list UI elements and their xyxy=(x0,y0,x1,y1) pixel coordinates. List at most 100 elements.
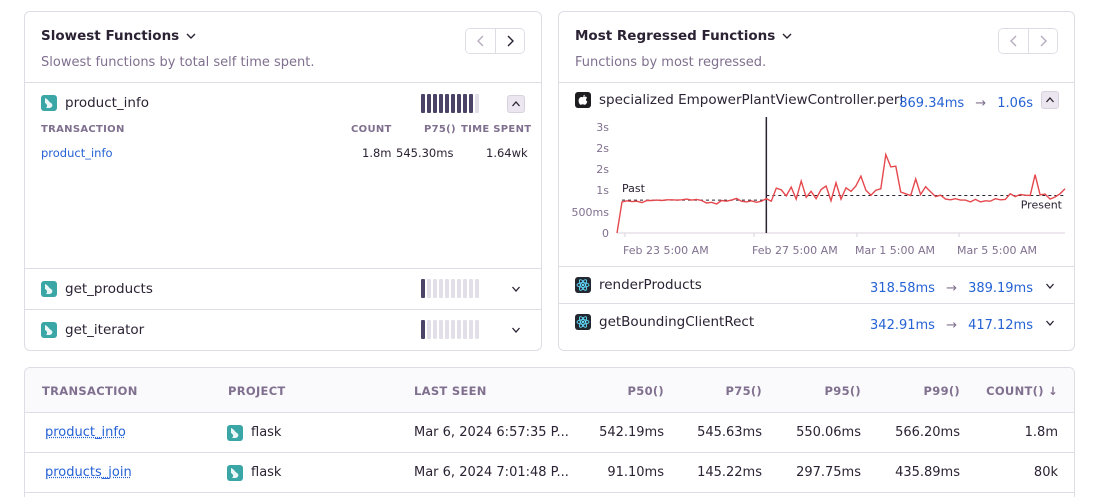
p50-column-header[interactable]: P50() xyxy=(628,384,664,398)
arrow-right-icon: → xyxy=(946,281,957,296)
present-annotation-label: Present xyxy=(1021,199,1063,212)
time-spent-bar xyxy=(457,279,461,298)
time-spent-bar xyxy=(463,279,467,298)
chevron-down-icon xyxy=(511,325,521,335)
count-value: 1.8m xyxy=(362,146,392,160)
time-spent-bar xyxy=(475,279,479,298)
chevron-up-icon xyxy=(511,99,521,109)
count-column-header: COUNT xyxy=(351,124,392,135)
count-value: 80k xyxy=(1034,465,1058,480)
most-regressed-pager xyxy=(998,28,1058,54)
expand-button[interactable] xyxy=(507,280,525,298)
time-spent-bar xyxy=(433,320,437,339)
react-icon xyxy=(575,277,591,293)
time-spent-bar xyxy=(445,279,449,298)
flask-icon xyxy=(227,425,243,441)
time-spent-column-header: TIME SPENT xyxy=(461,124,531,135)
time-spent-bar xyxy=(451,320,455,339)
before-duration: 318.58ms xyxy=(870,281,935,296)
p95-column-header[interactable]: P95() xyxy=(825,384,861,398)
flask-icon xyxy=(41,95,57,111)
x-axis-tick-label: Mar 5 5:00 AM xyxy=(957,244,1037,257)
time-spent-bar xyxy=(463,320,467,339)
function-name[interactable]: product_info xyxy=(65,95,149,111)
after-duration: 417.12ms xyxy=(968,318,1033,333)
p99-column-header[interactable]: P99() xyxy=(924,384,960,398)
time-spent-bar xyxy=(439,94,443,113)
regressed-function-row[interactable]: getBoundingClientRect 342.91ms → 417.12m… xyxy=(559,304,1074,341)
before-duration: 342.91ms xyxy=(870,318,935,333)
x-axis-tick-label: Feb 23 5:00 AM xyxy=(623,244,709,257)
project-link[interactable]: flask xyxy=(251,425,281,440)
transaction-link[interactable]: products_join xyxy=(45,465,132,480)
chevron-down-icon xyxy=(781,30,793,42)
transaction-column-header: TRANSACTION xyxy=(41,124,125,135)
function-name[interactable]: get_products xyxy=(65,281,153,297)
regression-duration-change: 318.58ms → 389.19ms xyxy=(870,277,1033,296)
slowest-function-row: product_info TRANSACTION COUNT P75() TIM… xyxy=(25,83,541,269)
x-axis-tick-label: Mar 1 5:00 AM xyxy=(855,244,935,257)
time-spent-bar xyxy=(457,320,461,339)
p75-column-header[interactable]: P75() xyxy=(726,384,762,398)
after-duration: 389.19ms xyxy=(968,281,1033,296)
regressed-function-row[interactable]: renderProducts 318.58ms → 389.19ms xyxy=(559,267,1074,304)
most-regressed-title-dropdown[interactable]: Most Regressed Functions xyxy=(575,28,793,44)
function-name[interactable]: get_iterator xyxy=(65,322,144,338)
collapse-button[interactable] xyxy=(1041,91,1059,109)
slowest-functions-panel: Slowest Functions Slowest functions by t… xyxy=(24,11,542,351)
slowest-functions-title: Slowest Functions xyxy=(41,28,179,44)
y-axis-tick-label: 0 xyxy=(602,227,609,240)
previous-page-button[interactable] xyxy=(466,29,495,53)
chevron-left-icon xyxy=(476,35,486,47)
table-row: products_join flask Mar 6, 2024 7:01:48 P.… xyxy=(25,453,1074,493)
slowest-function-row[interactable]: get_products xyxy=(25,269,541,310)
slowest-functions-subtitle: Slowest functions by total self time spe… xyxy=(41,55,314,70)
time-spent-bar xyxy=(451,279,455,298)
past-annotation-label: Past xyxy=(622,182,646,195)
chevron-right-icon xyxy=(1038,35,1048,47)
expand-button[interactable] xyxy=(1041,277,1059,295)
y-axis-tick-label: 3s xyxy=(596,121,609,134)
expand-button[interactable] xyxy=(1041,314,1059,332)
chevron-left-icon xyxy=(1009,35,1019,47)
apple-icon xyxy=(575,92,591,108)
function-name[interactable]: specialized EmpowerPlantViewController.p… xyxy=(599,92,902,108)
expand-button[interactable] xyxy=(507,321,525,339)
flask-icon xyxy=(227,465,243,481)
function-name[interactable]: renderProducts xyxy=(599,277,702,293)
next-page-button[interactable] xyxy=(495,29,524,53)
time-spent-bar xyxy=(427,320,431,339)
slowest-functions-title-dropdown[interactable]: Slowest Functions xyxy=(41,28,197,44)
x-axis-tick-label: Feb 27 5:00 AM xyxy=(752,244,838,257)
regression-duration-change: 342.91ms → 417.12ms xyxy=(870,314,1033,333)
regressed-function-row: specialized EmpowerPlantViewController.p… xyxy=(559,83,1074,267)
last-seen-column-header[interactable]: LAST SEEN xyxy=(414,384,487,398)
p50-value: 91.10ms xyxy=(607,465,664,480)
transaction-link[interactable]: product_info xyxy=(41,146,113,160)
table-body: product_info flask Mar 6, 2024 6:57:35 P..… xyxy=(25,413,1074,493)
count-value: 1.8m xyxy=(1025,425,1058,440)
p95-value: 550.06ms xyxy=(796,425,861,440)
count-column-header[interactable]: COUNT() ↓ xyxy=(986,384,1058,398)
transaction-column-header[interactable]: TRANSACTION xyxy=(42,384,138,398)
next-page-button[interactable] xyxy=(1028,29,1057,53)
sort-descending-icon: ↓ xyxy=(1048,384,1058,398)
previous-page-button[interactable] xyxy=(999,29,1028,53)
y-axis-tick-label: 2s xyxy=(596,163,609,176)
regression-duration-change: 869.34ms → 1.06s xyxy=(899,92,1033,111)
slowest-function-row[interactable]: get_iterator xyxy=(25,310,541,351)
time-spent-bar xyxy=(421,279,425,298)
p99-value: 566.20ms xyxy=(895,425,960,440)
table-row: product_info flask Mar 6, 2024 6:57:35 P..… xyxy=(25,413,1074,453)
time-spent-bar xyxy=(427,94,431,113)
regression-line-chart: 3s 2s 2s 1s 500ms 0 Feb 23 5:00 AM Feb 27 5:00 … xyxy=(559,117,1075,267)
collapse-button[interactable] xyxy=(507,95,525,113)
transaction-link[interactable]: product_info xyxy=(45,425,126,440)
project-link[interactable]: flask xyxy=(251,465,281,480)
chevron-down-icon xyxy=(511,284,521,294)
time-spent-bar xyxy=(427,279,431,298)
p75-column-header: P75() xyxy=(424,124,456,135)
project-column-header[interactable]: PROJECT xyxy=(228,384,286,398)
function-name[interactable]: getBoundingClientRect xyxy=(599,314,754,330)
p99-value: 435.89ms xyxy=(895,465,960,480)
